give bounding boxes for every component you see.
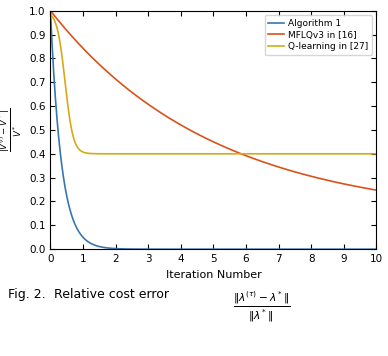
Q-learning in [27] bbox=[206, 152, 211, 156]
Q-learning in [27] bbox=[365, 152, 369, 156]
Text: Fig. 2.: Fig. 2. bbox=[8, 288, 45, 302]
Text: Relative cost error: Relative cost error bbox=[54, 288, 169, 302]
Algorithm 1 bbox=[206, 247, 211, 251]
MFLQv3 in [16] bbox=[48, 9, 53, 13]
MFLQv3 in [16] bbox=[206, 137, 211, 142]
MFLQv3 in [16] bbox=[364, 186, 369, 190]
Line: MFLQv3 in [16]: MFLQv3 in [16] bbox=[50, 11, 376, 190]
Algorithm 1 bbox=[305, 247, 309, 251]
X-axis label: Iteration Number: Iteration Number bbox=[166, 269, 261, 279]
Algorithm 1 bbox=[48, 9, 53, 13]
Algorithm 1 bbox=[374, 247, 379, 251]
MFLQv3 in [16] bbox=[65, 29, 69, 33]
Algorithm 1 bbox=[198, 247, 203, 251]
Q-learning in [27] bbox=[48, 12, 53, 17]
Q-learning in [27] bbox=[374, 152, 379, 156]
Line: Q-learning in [27]: Q-learning in [27] bbox=[50, 15, 376, 154]
MFLQv3 in [16] bbox=[305, 173, 309, 177]
MFLQv3 in [16] bbox=[365, 186, 369, 190]
Q-learning in [27] bbox=[365, 152, 369, 156]
Y-axis label: $\frac{|V^{(i)}-V^*|}{V^*}$: $\frac{|V^{(i)}-V^*|}{V^*}$ bbox=[0, 108, 24, 152]
Line: Algorithm 1: Algorithm 1 bbox=[50, 11, 376, 249]
Q-learning in [27] bbox=[305, 152, 310, 156]
Q-learning in [27] bbox=[65, 97, 69, 101]
Algorithm 1 bbox=[365, 247, 369, 251]
Q-learning in [27] bbox=[213, 152, 217, 156]
MFLQv3 in [16] bbox=[198, 133, 203, 137]
Algorithm 1 bbox=[364, 247, 369, 251]
Algorithm 1 bbox=[65, 195, 69, 200]
Legend: Algorithm 1, MFLQv3 in [16], Q-learning in [27]: Algorithm 1, MFLQv3 in [16], Q-learning … bbox=[265, 15, 372, 55]
Text: $\frac{\|\lambda^{(\tau)}-\lambda^*\|}{\|\lambda^*\|}$: $\frac{\|\lambda^{(\tau)}-\lambda^*\|}{\… bbox=[233, 290, 291, 325]
Q-learning in [27] bbox=[198, 152, 203, 156]
MFLQv3 in [16] bbox=[374, 188, 379, 192]
